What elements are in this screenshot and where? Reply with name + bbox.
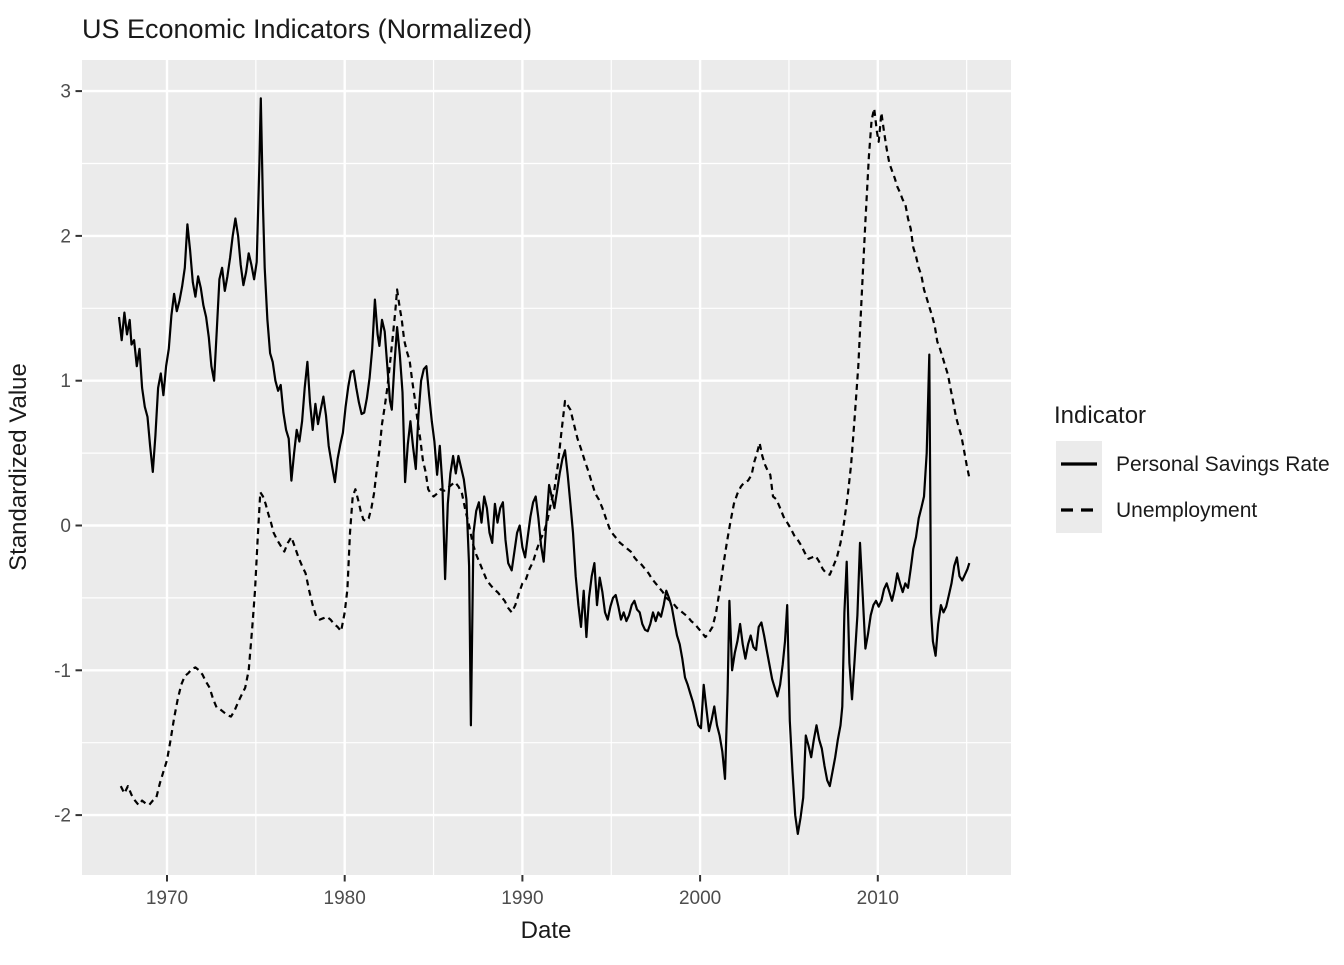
x-axis-title: Date	[521, 917, 572, 944]
y-tick-label: 0	[60, 516, 71, 537]
x-tick-label: 1990	[501, 888, 543, 909]
panel-background	[82, 60, 1011, 875]
x-axis: 1970 1980 1990 2000 2010	[146, 875, 899, 909]
plot-title: US Economic Indicators (Normalized)	[82, 14, 532, 44]
series-lines	[117, 97, 971, 836]
legend: Indicator Personal Savings Rate Unemploy…	[1054, 402, 1330, 533]
y-axis: 3 2 1 0 -1 -2	[54, 82, 82, 827]
y-axis-title: Standardized Value	[5, 363, 32, 571]
y-tick-label: 1	[60, 371, 71, 392]
x-tick-label: 2000	[679, 888, 721, 909]
personal-savings-rate-line	[117, 97, 971, 836]
x-tick-label: 2010	[857, 888, 899, 909]
x-tick-label: 1980	[324, 888, 366, 909]
legend-title: Indicator	[1054, 402, 1146, 429]
x-tick-label: 1970	[146, 888, 188, 909]
major-gridlines	[82, 60, 1011, 875]
y-tick-label: 2	[60, 226, 71, 247]
y-tick-label: -1	[54, 661, 71, 682]
y-tick-label: -2	[54, 806, 71, 827]
y-tick-label: 3	[60, 82, 71, 103]
legend-label-personal-savings-rate: Personal Savings Rate	[1116, 453, 1330, 476]
minor-gridlines	[82, 60, 1011, 875]
legend-label-unemployment: Unemployment	[1116, 499, 1257, 522]
